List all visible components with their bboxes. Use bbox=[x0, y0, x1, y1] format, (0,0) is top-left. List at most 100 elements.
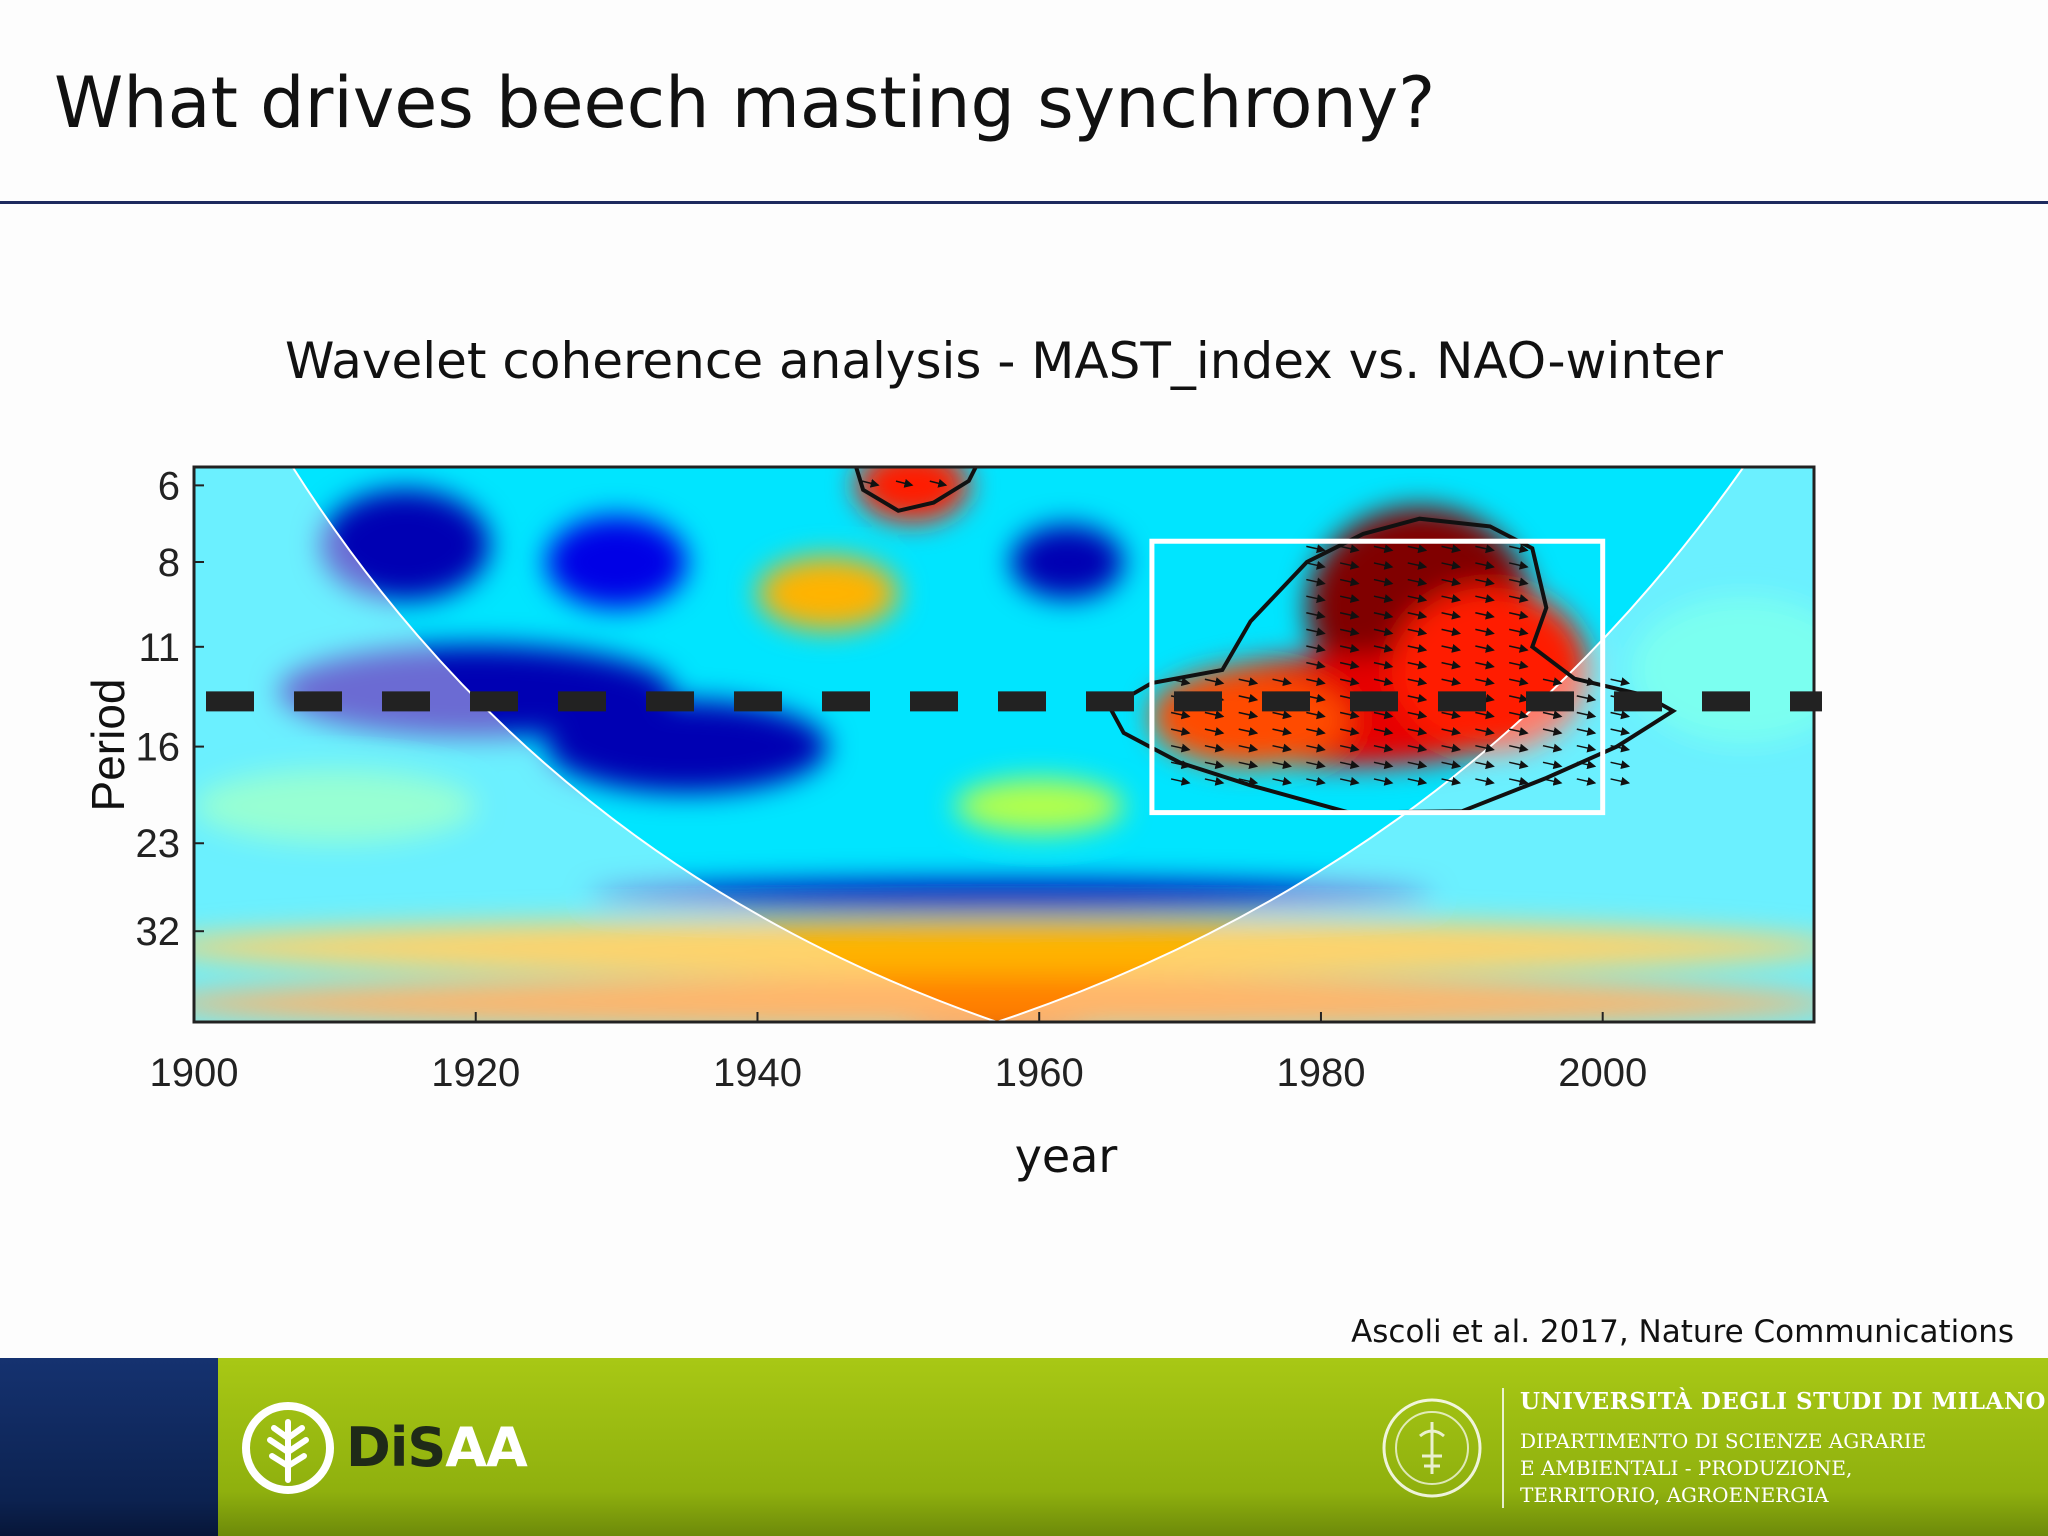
coherence-blob bbox=[278, 645, 673, 738]
phase-arrow bbox=[1441, 710, 1462, 720]
coherence-blob bbox=[1151, 674, 1350, 767]
phase-arrow bbox=[1407, 627, 1428, 637]
phase-arrow bbox=[1441, 594, 1462, 603]
footer-divider bbox=[1502, 1388, 1504, 1508]
x-tick-label: 1980 bbox=[1276, 1051, 1365, 1095]
phase-arrow bbox=[1339, 643, 1360, 653]
phase-arrow bbox=[1306, 743, 1326, 753]
coherence-blob bbox=[194, 975, 1814, 1022]
phase-arrow bbox=[1610, 760, 1631, 770]
phase-arrow bbox=[1509, 743, 1529, 753]
coherence-blob bbox=[954, 778, 1124, 834]
leaf-logo-icon bbox=[242, 1402, 334, 1494]
x-tick-label: 1960 bbox=[995, 1051, 1084, 1095]
phase-arrow bbox=[1170, 776, 1191, 786]
phase-arrow bbox=[1339, 594, 1360, 603]
phase-arrow bbox=[1407, 577, 1428, 587]
phase-arrow bbox=[1407, 610, 1428, 620]
phase-arrow bbox=[1339, 710, 1360, 720]
phase-arrow bbox=[1509, 760, 1529, 770]
phase-arrow bbox=[1373, 544, 1394, 554]
phase-arrow bbox=[1509, 643, 1529, 653]
phase-arrow bbox=[1407, 560, 1428, 570]
phase-arrow bbox=[1576, 693, 1597, 703]
phase-arrow bbox=[1475, 643, 1495, 653]
phase-arrow bbox=[1339, 577, 1360, 587]
phase-arrow bbox=[1339, 677, 1360, 687]
phase-arrow bbox=[1475, 710, 1495, 720]
y-tick-label: 8 bbox=[158, 541, 180, 585]
y-tick-label: 11 bbox=[138, 626, 180, 670]
coherence-blob bbox=[588, 880, 1434, 911]
phase-arrow bbox=[1373, 776, 1394, 786]
phase-arrow bbox=[1272, 743, 1292, 753]
phase-arrow bbox=[1306, 610, 1326, 620]
phase-arrow bbox=[1542, 727, 1563, 736]
phase-arrow bbox=[1441, 627, 1462, 637]
phase-arrow bbox=[1475, 610, 1495, 620]
phase-arrow bbox=[1610, 776, 1631, 786]
coherence-blob bbox=[757, 556, 899, 631]
footer-navy-block bbox=[0, 1358, 218, 1536]
university-seal-icon bbox=[1382, 1398, 1482, 1498]
phase-arrow bbox=[1509, 693, 1529, 703]
x-tick-label: 2000 bbox=[1558, 1051, 1647, 1095]
phase-arrow bbox=[1576, 760, 1597, 770]
coherence-blob bbox=[546, 700, 828, 793]
phase-arrow bbox=[1576, 776, 1597, 786]
phase-arrow bbox=[1509, 710, 1529, 720]
phase-arrow bbox=[1238, 693, 1259, 703]
phase-arrow bbox=[1407, 594, 1428, 603]
phase-arrow bbox=[1306, 727, 1326, 736]
phase-arrow bbox=[1509, 627, 1529, 637]
phase-arrow bbox=[1373, 577, 1394, 587]
cone-of-influence bbox=[194, 467, 1814, 1022]
phase-arrow bbox=[1509, 594, 1529, 603]
y-tick-label: 32 bbox=[136, 910, 181, 954]
phase-arrow bbox=[1272, 727, 1292, 736]
phase-arrow bbox=[1339, 544, 1360, 554]
phase-arrow bbox=[1238, 727, 1259, 736]
phase-arrow bbox=[1509, 610, 1529, 620]
phase-arrow bbox=[1475, 560, 1495, 570]
phase-arrow bbox=[1170, 760, 1191, 770]
phase-arrow bbox=[1441, 677, 1462, 687]
phase-arrow bbox=[1441, 727, 1462, 736]
phase-arrow bbox=[1509, 727, 1529, 736]
phase-arrow bbox=[1272, 677, 1292, 687]
phase-arrow bbox=[1542, 743, 1563, 753]
phase-arrow bbox=[1475, 577, 1495, 587]
phase-arrow bbox=[1306, 544, 1326, 554]
phase-arrow bbox=[1509, 677, 1529, 687]
phase-arrow bbox=[1475, 594, 1495, 603]
phase-arrow bbox=[895, 478, 914, 488]
phase-arrow bbox=[1475, 776, 1495, 786]
phase-arrow bbox=[1441, 660, 1462, 670]
phase-arrow bbox=[1407, 710, 1428, 720]
plot-frame bbox=[192, 465, 1816, 1024]
y-tick-label: 23 bbox=[136, 822, 181, 866]
phase-arrow bbox=[1272, 760, 1292, 770]
phase-arrow bbox=[1441, 643, 1462, 653]
phase-arrow bbox=[1407, 544, 1428, 554]
phase-arrow bbox=[1306, 560, 1326, 570]
phase-arrow bbox=[1306, 627, 1326, 637]
phase-arrow bbox=[1407, 660, 1428, 670]
phase-arrow bbox=[1204, 776, 1225, 786]
phase-arrow bbox=[1306, 760, 1326, 770]
phase-arrow bbox=[1339, 610, 1360, 620]
phase-arrow bbox=[1339, 760, 1360, 770]
phase-arrow bbox=[861, 478, 880, 488]
phase-arrow bbox=[1475, 677, 1495, 687]
significance-contour-small bbox=[854, 467, 978, 513]
phase-arrow bbox=[1306, 643, 1326, 653]
phase-arrow bbox=[1441, 776, 1462, 786]
phase-arrow bbox=[1306, 594, 1326, 603]
phase-arrow bbox=[1306, 577, 1326, 587]
phase-arrow bbox=[929, 478, 948, 488]
citation: Ascoli et al. 2017, Nature Communication… bbox=[1351, 1314, 2014, 1350]
phase-arrow bbox=[1373, 660, 1394, 670]
disaa-wordmark-light: AA bbox=[445, 1416, 528, 1479]
phase-arrow bbox=[1339, 727, 1360, 736]
phase-arrow bbox=[1373, 610, 1394, 620]
